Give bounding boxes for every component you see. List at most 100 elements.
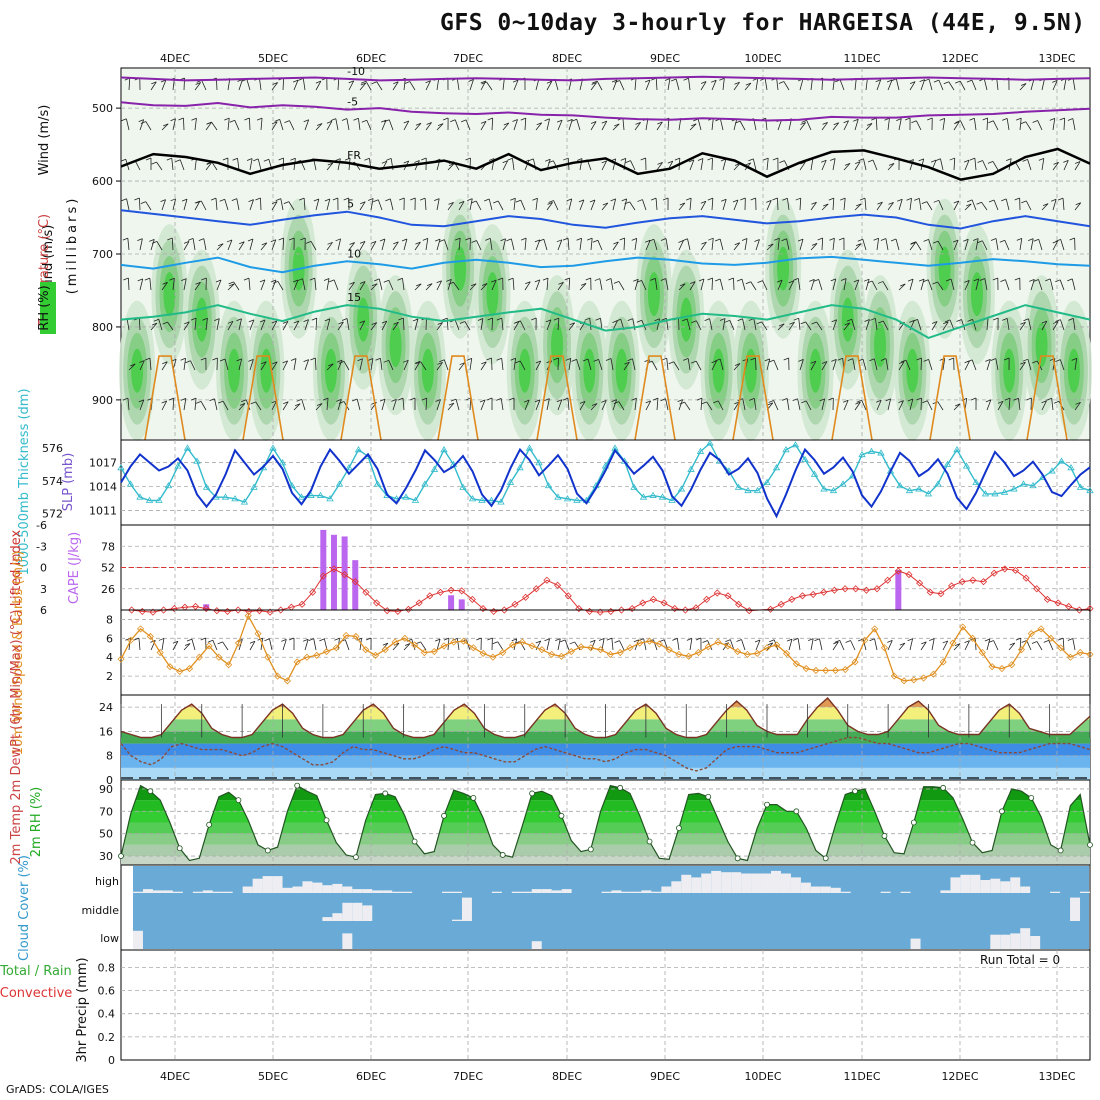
wind-barb	[161, 199, 166, 211]
lifted-index-marker	[852, 585, 860, 593]
wind-barb-flag	[1032, 120, 1038, 123]
wind-barb	[183, 321, 190, 331]
wind-barb-flag	[1015, 637, 1022, 641]
wind-barb	[688, 78, 691, 91]
wind-barb-flag	[338, 321, 344, 325]
rh-marker	[529, 790, 535, 797]
wind-barb	[843, 163, 851, 171]
wind-barb	[953, 158, 956, 171]
wind-barb	[238, 241, 245, 251]
wind-barb	[993, 640, 999, 651]
wind-barb	[249, 118, 251, 131]
wind-barb-flag	[439, 359, 445, 363]
wind-barb	[1019, 321, 1026, 331]
temperature-tick-label: 16	[99, 725, 113, 738]
wind-barb-flag	[352, 398, 358, 402]
wind-speed-marker	[978, 648, 986, 657]
cloud-middle-bar	[352, 902, 363, 921]
wind-barb-flag	[178, 117, 184, 121]
wind-barb	[918, 198, 922, 211]
wind-speed-marker	[734, 647, 742, 656]
wind-barb	[986, 118, 989, 131]
wind-barb	[567, 398, 570, 411]
wind-speed-marker	[998, 664, 1006, 673]
wind-barb	[597, 240, 603, 251]
thickness-marker	[440, 446, 448, 453]
wind-barb-flag	[511, 638, 517, 642]
rh-marker	[176, 845, 183, 852]
wind-barb	[788, 280, 795, 291]
wind-speed-marker	[156, 648, 164, 657]
thickness-marker	[668, 496, 676, 503]
wind-barb	[476, 240, 482, 251]
wind-barb-flag	[613, 401, 619, 404]
wind-barb-flag	[592, 80, 598, 84]
wind-barb	[145, 121, 152, 131]
rh-marker	[793, 808, 800, 815]
wind-barb	[359, 82, 367, 91]
wind-barb-flag	[843, 399, 849, 403]
wind-barb	[938, 79, 944, 91]
thickness-marker	[430, 465, 439, 472]
wind-speed-marker	[763, 644, 771, 652]
wind-barb	[543, 239, 548, 251]
wind-barb-flag	[534, 279, 540, 283]
wind-barb-flag	[880, 358, 887, 361]
rh-tick-label: 50	[99, 828, 113, 841]
wind-barb	[876, 400, 882, 411]
cloud-high-bar	[222, 891, 233, 893]
wind-barb	[689, 198, 692, 211]
wind-speed-marker	[773, 641, 781, 649]
lifted-index-marker	[660, 599, 668, 607]
cloud-layer-label: low	[100, 932, 119, 945]
wind-barb-flag	[303, 319, 309, 322]
wind-barb	[224, 358, 229, 371]
wind-barb	[447, 279, 452, 291]
wind-speed-marker	[792, 660, 800, 668]
cloud-high-bar	[621, 891, 632, 893]
wind-barb	[645, 240, 651, 251]
wind-barb-flag	[593, 358, 599, 362]
wind-barb	[629, 201, 636, 211]
wind-barb	[475, 200, 482, 211]
wind-barb-flag	[236, 358, 242, 362]
wind-barb	[172, 398, 175, 411]
wind-barb-flag	[1045, 278, 1051, 282]
wind-barb-flag	[393, 241, 399, 245]
wind-barb-flag	[1022, 358, 1029, 362]
wind-speed-marker	[362, 646, 370, 654]
rh-marker	[940, 784, 947, 791]
wind-barb	[876, 238, 879, 251]
wind-barb-flag	[1068, 317, 1074, 321]
wind-barb-flag	[674, 157, 680, 161]
wind-barb	[832, 641, 839, 651]
wind-barb-flag	[282, 320, 289, 324]
wind-barb-flag	[1041, 400, 1047, 404]
wind-barb	[161, 638, 165, 651]
wind-speed-marker	[645, 637, 654, 645]
wind-barb-flag	[180, 398, 187, 401]
wind-barb-flag	[465, 237, 471, 241]
thickness-slp-panel-frame	[120, 439, 1091, 526]
wind-barb	[491, 318, 494, 331]
cloud-high-bar	[1050, 891, 1061, 893]
wind-barb	[1019, 361, 1026, 371]
wind-barb-flag	[448, 402, 455, 406]
wind-barb-flag	[200, 637, 206, 641]
wind-barb-flag	[162, 281, 168, 285]
lifted-index-marker	[703, 595, 711, 603]
wind-barb-flag	[559, 639, 566, 643]
wind-barb	[964, 159, 970, 171]
cloud-high-bar	[741, 873, 752, 893]
wind-barb-flag	[876, 399, 882, 403]
wind-barb	[788, 639, 793, 651]
wind-barb-flag	[1069, 237, 1075, 241]
wind-barb	[161, 282, 168, 291]
wind-barb-flag	[195, 400, 202, 404]
thickness-marker	[487, 496, 496, 503]
wind-barb	[456, 78, 460, 91]
wind-barb-flag	[969, 117, 975, 121]
wind-barb-flag	[335, 238, 341, 242]
wind-barb-flag	[161, 400, 167, 404]
